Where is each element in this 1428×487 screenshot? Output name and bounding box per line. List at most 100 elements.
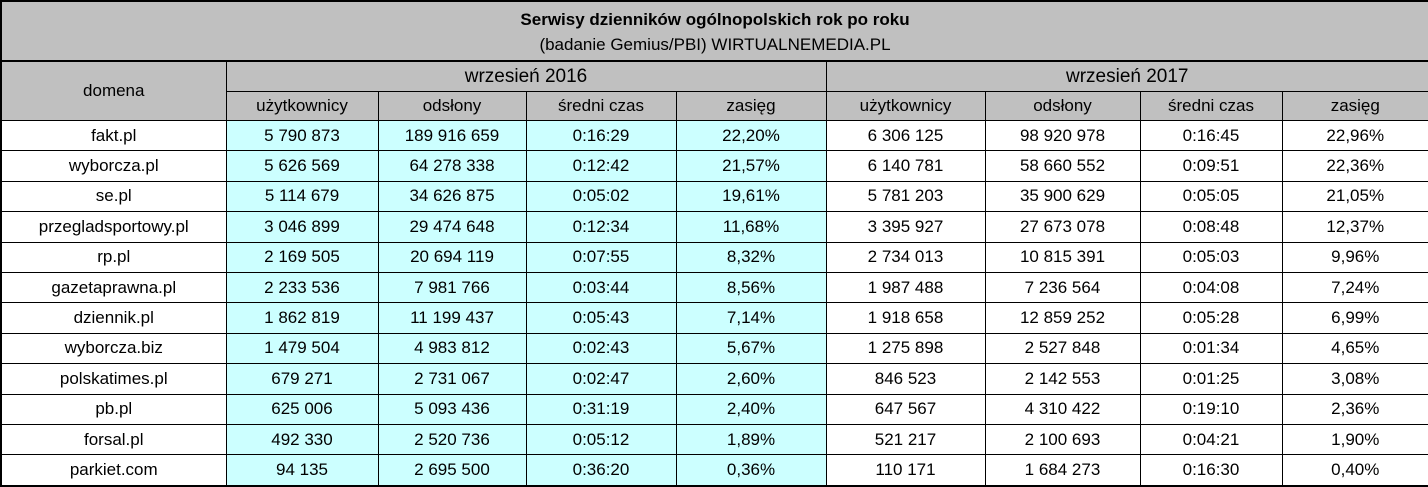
users-2017-cell: 2 734 013 [825,241,986,273]
table-row: fakt.pl 5 790 873 189 916 659 0:16:29 22… [0,119,1428,152]
title-row: Serwisy dzienników ogólnopolskich rok po… [0,0,1428,62]
reach-2016-cell: 1,89% [675,423,827,456]
reach-2016-cell: 0,36% [675,454,827,487]
column-header-avgtime-2016: średni czas [525,91,677,121]
reach-2017-cell: 2,36% [1281,393,1428,425]
users-2017-cell: 1 987 488 [825,271,986,304]
column-header-domena: domena [0,60,227,121]
pageviews-2017-cell: 2 100 693 [984,423,1141,456]
reach-2016-cell: 21,57% [675,150,827,182]
pageviews-2016-cell: 64 278 338 [377,150,527,182]
avgtime-2017-cell: 0:05:28 [1139,302,1283,334]
table-title-cell: Serwisy dzienników ogólnopolskich rok po… [0,0,1428,62]
avgtime-2016-cell: 0:12:42 [525,150,677,182]
domain-cell: dziennik.pl [0,302,227,334]
domain-cell: pb.pl [0,393,227,425]
pageviews-2016-cell: 4 983 812 [377,332,527,365]
users-2016-cell: 5 626 569 [225,150,379,182]
reach-2016-cell: 11,68% [675,211,827,243]
avgtime-2016-cell: 0:02:47 [525,363,677,395]
reach-2017-cell: 12,37% [1281,211,1428,243]
pageviews-2017-cell: 58 660 552 [984,150,1141,182]
users-2016-cell: 625 006 [225,393,379,425]
avgtime-2016-cell: 0:07:55 [525,241,677,273]
users-2017-cell: 5 781 203 [825,180,986,213]
reach-2016-cell: 2,40% [675,393,827,425]
reach-2017-cell: 21,05% [1281,180,1428,213]
users-2017-cell: 6 140 781 [825,150,986,182]
reach-2017-cell: 22,36% [1281,150,1428,182]
domain-cell: se.pl [0,180,227,213]
avgtime-2017-cell: 0:04:21 [1139,423,1283,456]
table-row: przegladsportowy.pl 3 046 899 29 474 648… [0,211,1428,243]
avgtime-2017-cell: 0:16:30 [1139,454,1283,487]
users-2016-cell: 679 271 [225,363,379,395]
avgtime-2017-cell: 0:08:48 [1139,211,1283,243]
pageviews-2016-cell: 20 694 119 [377,241,527,273]
users-2016-cell: 3 046 899 [225,211,379,243]
avgtime-2017-cell: 0:05:03 [1139,241,1283,273]
domain-cell: polskatimes.pl [0,363,227,395]
domain-cell: wyborcza.pl [0,150,227,182]
reach-2016-cell: 22,20% [675,119,827,152]
table-row: se.pl 5 114 679 34 626 875 0:05:02 19,61… [0,180,1428,213]
domain-cell: parkiet.com [0,454,227,487]
pageviews-2017-cell: 27 673 078 [984,211,1141,243]
reach-2017-cell: 6,99% [1281,302,1428,334]
table-row: wyborcza.pl 5 626 569 64 278 338 0:12:42… [0,150,1428,182]
domain-cell: forsal.pl [0,423,227,456]
reach-2017-cell: 3,08% [1281,363,1428,395]
users-2017-cell: 846 523 [825,363,986,395]
pageviews-2016-cell: 7 981 766 [377,271,527,304]
column-header-avgtime-2017: średni czas [1139,91,1283,121]
reach-2016-cell: 8,56% [675,271,827,304]
pageviews-2017-cell: 2 527 848 [984,332,1141,365]
pageviews-2016-cell: 11 199 437 [377,302,527,334]
reach-2017-cell: 4,65% [1281,332,1428,365]
avgtime-2016-cell: 0:05:12 [525,423,677,456]
avgtime-2016-cell: 0:31:19 [525,393,677,425]
table-row: parkiet.com 94 135 2 695 500 0:36:20 0,3… [0,454,1428,487]
sub-header-row: użytkownicy odsłony średni czas zasięg u… [1,91,1428,121]
users-2017-cell: 1 918 658 [825,302,986,334]
avgtime-2016-cell: 0:05:43 [525,302,677,334]
table-row: pb.pl 625 006 5 093 436 0:31:19 2,40% 64… [0,393,1428,425]
pageviews-2017-cell: 12 859 252 [984,302,1141,334]
pageviews-2016-cell: 2 731 067 [377,363,527,395]
column-header-pageviews-2017: odsłony [984,91,1141,121]
pageviews-2017-cell: 4 310 422 [984,393,1141,425]
reach-2017-cell: 7,24% [1281,271,1428,304]
users-2016-cell: 1 862 819 [225,302,379,334]
domain-cell: przegladsportowy.pl [0,211,227,243]
column-header-users-2016: użytkownicy [225,91,379,121]
table-row: forsal.pl 492 330 2 520 736 0:05:12 1,89… [0,423,1428,456]
users-2016-cell: 5 114 679 [225,180,379,213]
group-header-2017: wrzesień 2017 [825,60,1428,92]
table-row: polskatimes.pl 679 271 2 731 067 0:02:47… [0,363,1428,395]
page-title: Serwisy dzienników ogólnopolskich rok po… [520,9,910,29]
pageviews-2016-cell: 34 626 875 [377,180,527,213]
reach-2017-cell: 22,96% [1281,119,1428,152]
users-2016-cell: 2 233 536 [225,271,379,304]
domain-cell: wyborcza.biz [0,332,227,365]
avgtime-2017-cell: 0:05:05 [1139,180,1283,213]
users-2016-cell: 1 479 504 [225,332,379,365]
column-header-users-2017: użytkownicy [825,91,986,121]
pageviews-2016-cell: 5 093 436 [377,393,527,425]
reach-2016-cell: 7,14% [675,302,827,334]
avgtime-2017-cell: 0:01:34 [1139,332,1283,365]
avgtime-2017-cell: 0:04:08 [1139,271,1283,304]
pageviews-2016-cell: 29 474 648 [377,211,527,243]
table-body: fakt.pl 5 790 873 189 916 659 0:16:29 22… [0,119,1428,487]
users-2016-cell: 5 790 873 [225,119,379,152]
users-2017-cell: 3 395 927 [825,211,986,243]
pageviews-2017-cell: 98 920 978 [984,119,1141,152]
table-row: gazetaprawna.pl 2 233 536 7 981 766 0:03… [0,271,1428,304]
column-header-reach-2016: zasięg [675,91,827,121]
pageviews-2017-cell: 7 236 564 [984,271,1141,304]
avgtime-2017-cell: 0:09:51 [1139,150,1283,182]
users-2016-cell: 2 169 505 [225,241,379,273]
users-2016-cell: 492 330 [225,423,379,456]
pageviews-2017-cell: 2 142 553 [984,363,1141,395]
pageviews-2016-cell: 2 520 736 [377,423,527,456]
